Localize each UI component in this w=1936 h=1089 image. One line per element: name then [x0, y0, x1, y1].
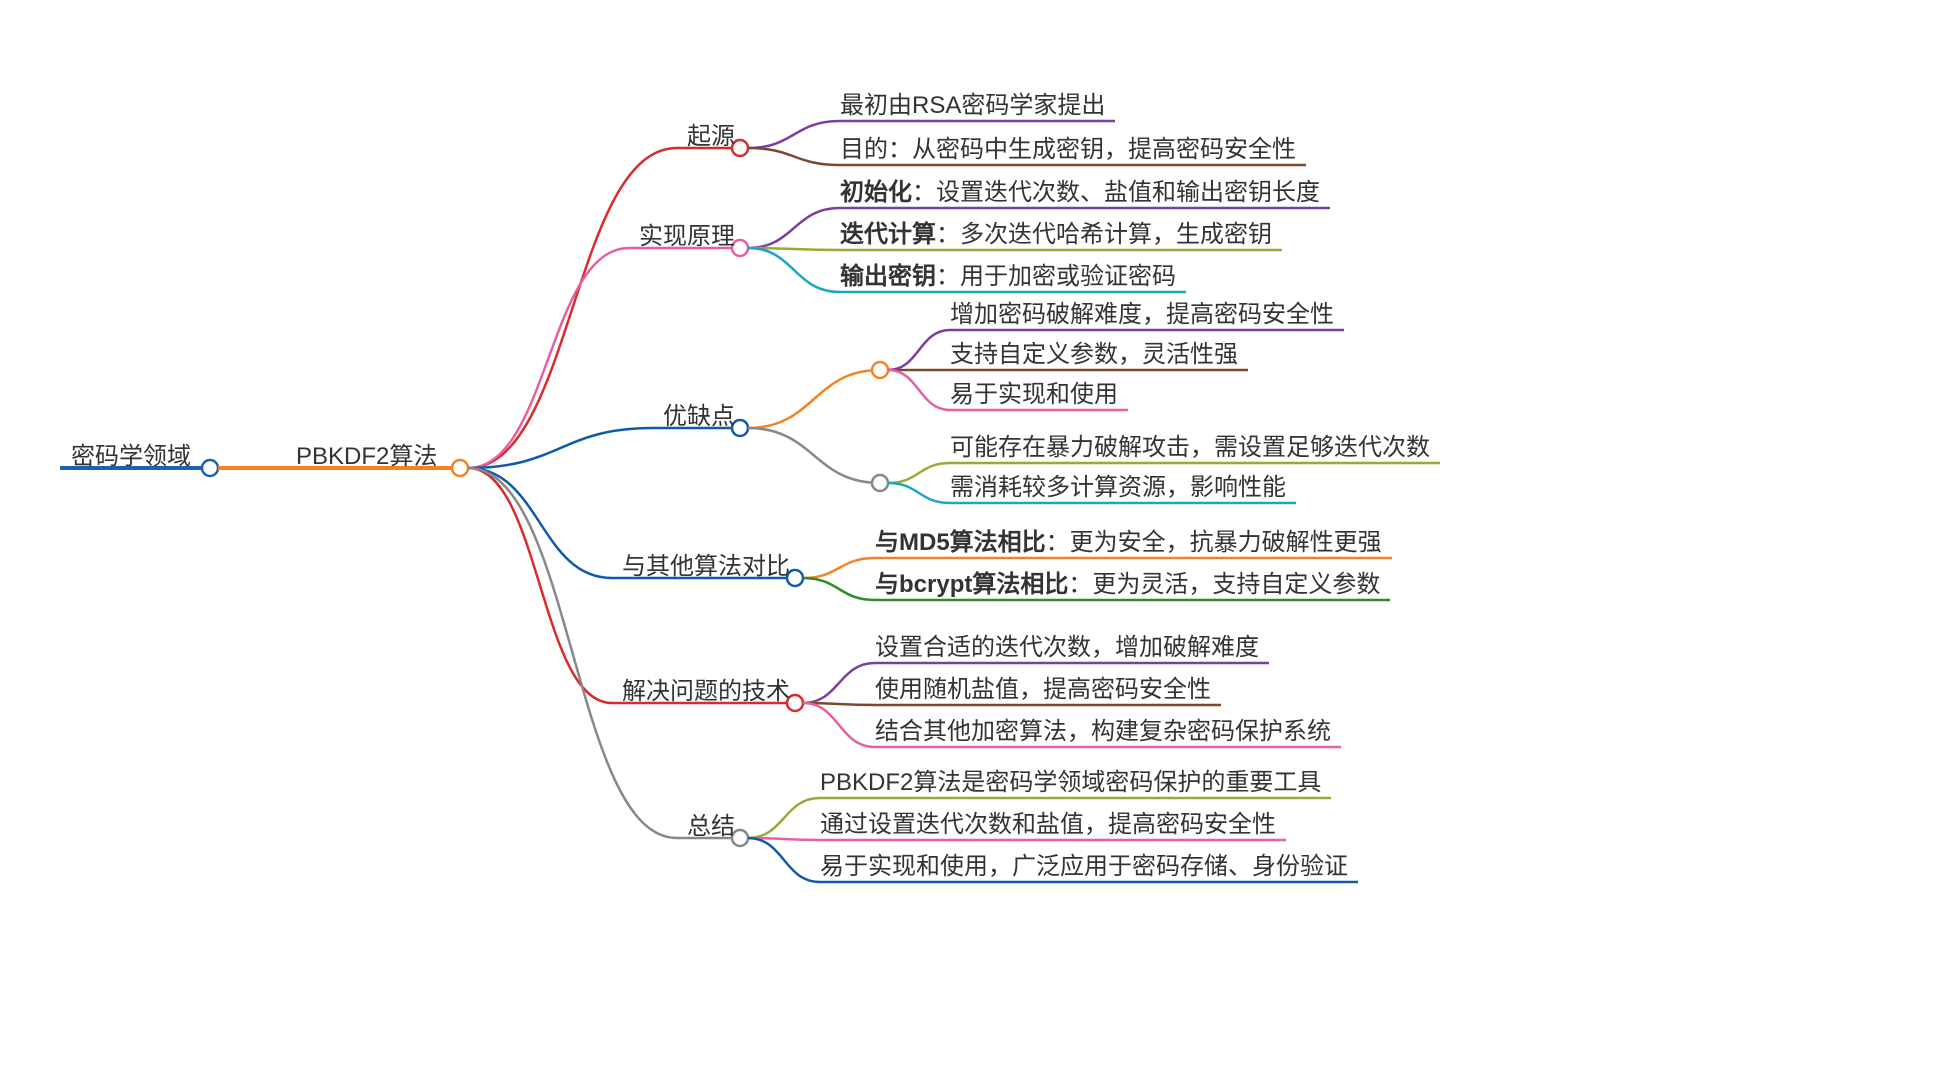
leaf-0-0: 最初由RSA密码学家提出 [840, 85, 1105, 124]
leaf-1-2: 输出密钥：用于加密或验证密码 [840, 256, 1176, 295]
leaf-5-1: 通过设置迭代次数和盐值，提高密码安全性 [820, 804, 1276, 843]
leaf-3-1: 与bcrypt算法相比：更为灵活，支持自定义参数 [875, 564, 1380, 603]
branch-label-4: 解决问题的技术 [616, 667, 796, 710]
leaf-4-1: 使用随机盐值，提高密码安全性 [875, 669, 1211, 708]
leaf-4-2: 结合其他加密算法，构建复杂密码保护系统 [875, 711, 1331, 750]
leaf-3-0: 与MD5算法相比：更为安全，抗暴力破解性更强 [875, 522, 1382, 561]
branch-label-0: 起源 [681, 112, 741, 155]
root-label: 密码学领域 [65, 432, 197, 475]
branch-label-2: 优缺点 [657, 392, 741, 435]
leaf-4-0: 设置合适的迭代次数，增加破解难度 [875, 627, 1259, 666]
branch-label-3: 与其他算法对比 [616, 542, 796, 585]
leaf-1-0: 初始化：设置迭代次数、盐值和输出密钥长度 [840, 172, 1320, 211]
branch-label-1: 实现原理 [633, 212, 741, 255]
leaf-0-1: 目的：从密码中生成密钥，提高密码安全性 [840, 129, 1296, 168]
leaf-2-0-2: 易于实现和使用 [950, 374, 1118, 413]
branch-label-5: 总结 [681, 802, 741, 845]
level1-label: PBKDF2算法 [290, 432, 443, 475]
leaf-1-1: 迭代计算：多次迭代哈希计算，生成密钥 [840, 214, 1272, 253]
leaf-2-0-1: 支持自定义参数，灵活性强 [950, 334, 1238, 373]
leaf-5-0: PBKDF2算法是密码学领域密码保护的重要工具 [820, 762, 1321, 801]
leaf-2-0-0: 增加密码破解难度，提高密码安全性 [950, 294, 1334, 333]
leaf-2-1-1: 需消耗较多计算资源，影响性能 [950, 467, 1286, 506]
leaf-2-1-0: 可能存在暴力破解攻击，需设置足够迭代次数 [950, 427, 1430, 466]
leaf-5-2: 易于实现和使用，广泛应用于密码存储、身份验证 [820, 846, 1348, 885]
